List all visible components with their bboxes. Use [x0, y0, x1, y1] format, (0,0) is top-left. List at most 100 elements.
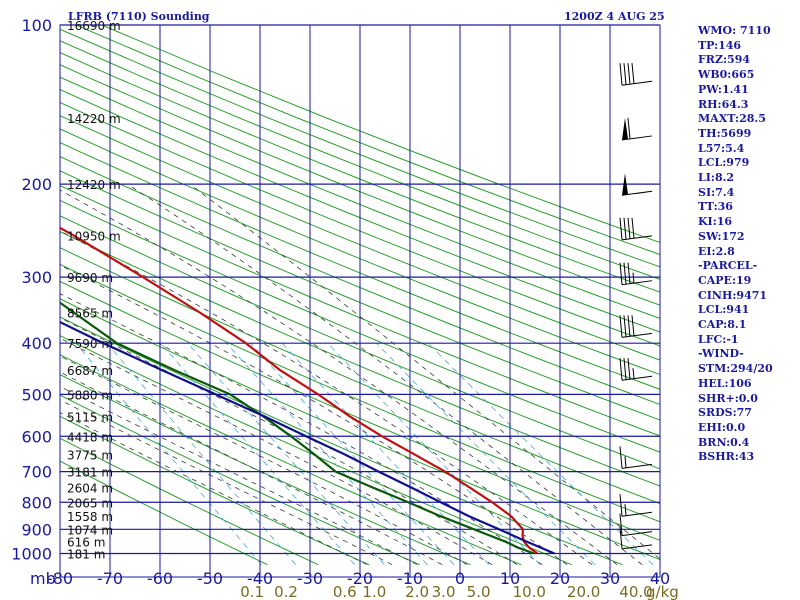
temperature-tick-label: -40 — [247, 569, 273, 588]
index-item: TP:146 — [698, 38, 742, 52]
index-item: -WIND- — [698, 347, 744, 361]
pressure-tick-label: 500 — [21, 385, 52, 404]
height-label: 3775 m — [67, 449, 113, 463]
index-item: BSHR:43 — [698, 450, 755, 464]
dry-adiabat — [60, 316, 623, 566]
wind-barb — [619, 446, 653, 469]
moist-adiabat — [60, 189, 618, 566]
dry-adiabat — [60, 263, 660, 523]
mixing-ratio-line — [250, 342, 455, 565]
pressure-tick-label: 100 — [21, 16, 52, 35]
dry-adiabat — [60, 115, 660, 361]
index-item: L57:5.4 — [698, 141, 745, 155]
temperature-profile — [60, 226, 539, 555]
dry-adiabat — [60, 335, 572, 566]
index-item: LI:8.2 — [698, 171, 735, 185]
isotherm-lines — [60, 25, 660, 577]
mixing-ratio-tick-label: 40.0 — [619, 583, 652, 600]
index-item: CAP:8.1 — [698, 318, 747, 332]
index-item: PW:1.41 — [698, 82, 749, 96]
dry-adiabat — [60, 374, 471, 566]
index-item: CINH:9471 — [698, 288, 768, 302]
moist-adiabat — [60, 371, 443, 566]
wind-barb — [619, 358, 653, 381]
height-label: 616 m — [67, 536, 105, 550]
moist-adiabat — [189, 183, 660, 560]
dry-adiabat — [60, 199, 660, 453]
temperature-tick-label: -60 — [147, 569, 173, 588]
dry-adiabat — [60, 28, 660, 268]
temperature-tick-label: -80 — [47, 569, 73, 588]
station-title: LFRB (7110) Sounding — [68, 10, 210, 23]
isobar-lines — [59, 24, 661, 578]
mixing-ratio-tick-label: 2.0 — [405, 583, 429, 600]
dry-adiabat — [60, 170, 660, 421]
moist-adiabat — [60, 293, 543, 566]
dry-adiabat — [60, 394, 420, 566]
parcel-profile — [60, 320, 555, 555]
pressure-tick-label: 900 — [21, 520, 52, 539]
dry-adiabat — [60, 280, 660, 541]
height-label: 5115 m — [67, 410, 113, 424]
pressure-tick-label: 1000 — [11, 545, 52, 564]
index-item: LCL:941 — [698, 303, 750, 317]
mixing-ratio-tick-label: 0.2 — [274, 583, 298, 600]
temperature-tick-label: 20 — [550, 569, 570, 588]
dry-adiabat — [60, 231, 660, 487]
dry-adiabat — [60, 156, 660, 406]
moist-adiabat — [60, 317, 518, 566]
dry-adiabat — [60, 415, 370, 566]
time-title: 1200Z 4 AUG 25 — [564, 10, 665, 23]
sounding-indices-list: WMO: 7110 TP:146 FRZ:594 WB0:665 PW:1.41 RH:6… — [698, 24, 798, 465]
wind-barbs — [619, 63, 653, 550]
pressure-tick-label: 300 — [21, 268, 52, 287]
height-label: 8565 m — [67, 307, 113, 321]
mixing-ratio-line — [376, 342, 596, 565]
moist-adiabat — [60, 399, 393, 566]
temperature-tick-label: -20 — [347, 569, 373, 588]
temperature-tick-label: -10 — [397, 569, 423, 588]
index-item: STM:294/20 — [698, 362, 773, 376]
height-label: 1558 m — [67, 510, 113, 524]
pressure-tick-label: 400 — [21, 334, 52, 353]
mixing-ratio-line — [427, 342, 654, 565]
index-item: HEL:106 — [698, 376, 752, 390]
dry-adiabat — [60, 460, 268, 566]
index-item: KI:16 — [698, 215, 733, 229]
height-label: 181 m — [67, 548, 105, 562]
index-item: FRZ:594 — [698, 53, 751, 67]
mixing-ratio-tick-label: 0.1 — [240, 583, 264, 600]
dry-adiabat — [60, 437, 319, 566]
mixing-ratio-tick-label: 3.0 — [432, 583, 456, 600]
height-label: 10950 m — [67, 229, 121, 243]
height-label: 16690 m — [67, 19, 121, 33]
height-label: 2604 m — [67, 481, 113, 495]
height-label: 1074 m — [67, 523, 113, 537]
temperature-tick-label: 10 — [500, 569, 520, 588]
index-item: SRDS:77 — [698, 406, 752, 420]
dry-adiabat — [60, 76, 660, 319]
mixing-ratio-line — [226, 342, 428, 565]
moist-adiabat — [127, 183, 643, 566]
dry-adiabat — [60, 101, 660, 347]
index-item: MAXT:28.5 — [698, 112, 766, 126]
mixing-ratio-tick-label: 5.0 — [467, 583, 491, 600]
dry-adiabat — [60, 215, 660, 470]
temperature-tick-label: 40 — [650, 569, 670, 588]
mixing-ratio-line — [75, 342, 262, 565]
temperature-tick-label: -50 — [197, 569, 223, 588]
height-label: 4418 m — [67, 430, 113, 444]
wind-barb — [619, 63, 653, 86]
index-item: TT:36 — [698, 200, 733, 214]
height-label: 14220 m — [67, 112, 121, 126]
pressure-tick-label: 700 — [21, 463, 52, 482]
wind-barb — [619, 494, 653, 517]
mixing-ratio-line — [160, 342, 355, 565]
dry-adiabat — [60, 247, 660, 505]
mixing-ratio-tick-label: 20.0 — [567, 583, 600, 600]
profile-lines — [60, 226, 555, 555]
dry-adiabat — [60, 184, 660, 437]
wind-barb — [619, 315, 653, 338]
